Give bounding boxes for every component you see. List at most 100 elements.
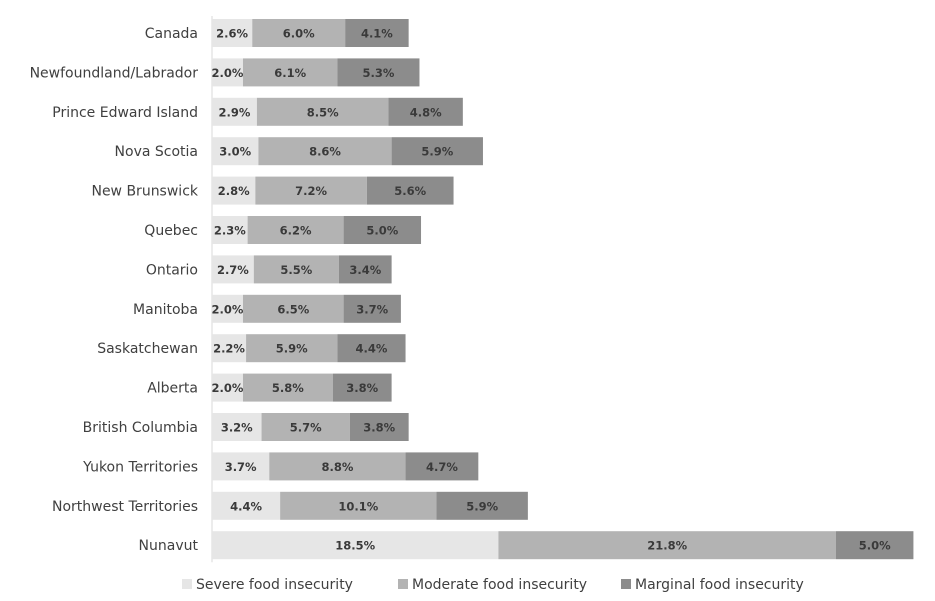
data-label-moderate-food-insecurity-prince-edward-island: 8.5% (307, 105, 339, 119)
category-label-saskatchewan: Saskatchewan (97, 341, 198, 357)
legend-swatch-severe-food-insecurity (182, 579, 192, 589)
data-label-moderate-food-insecurity-alberta: 5.8% (272, 381, 304, 395)
bar-severe-food-insecurity-manitoba (212, 294, 243, 323)
bar-severe-food-insecurity-canada (212, 19, 253, 47)
data-label-severe-food-insecurity-quebec: 2.3% (214, 224, 246, 238)
bar-marginal-food-insecurity-manitoba (343, 294, 401, 323)
category-label-quebec: Quebec (144, 223, 198, 239)
data-label-moderate-food-insecurity-newfoundland-labrador: 6.1% (274, 66, 306, 80)
category-label-newfoundland-labrador: Newfoundland/Labrador (30, 65, 199, 81)
bar-severe-food-insecurity-nunavut (212, 531, 499, 560)
data-label-marginal-food-insecurity-new-brunswick: 5.6% (394, 184, 426, 198)
data-label-severe-food-insecurity-yukon-territories: 3.7% (225, 460, 257, 474)
bar-marginal-food-insecurity-british-columbia (349, 413, 409, 441)
data-label-marginal-food-insecurity-quebec: 5.0% (366, 224, 398, 238)
bar-severe-food-insecurity-saskatchewan (212, 334, 247, 363)
data-label-marginal-food-insecurity-prince-edward-island: 4.8% (410, 105, 442, 119)
data-label-marginal-food-insecurity-northwest-territories: 5.9% (466, 499, 498, 513)
data-label-moderate-food-insecurity-canada: 6.0% (283, 27, 315, 41)
data-label-moderate-food-insecurity-yukon-territories: 8.8% (321, 460, 353, 474)
legend-item-moderate-food-insecurity: Moderate food insecurity (398, 577, 587, 593)
bar-marginal-food-insecurity-ontario (338, 255, 392, 284)
bar-severe-food-insecurity-newfoundland-labrador (212, 58, 243, 87)
bar-moderate-food-insecurity-canada (252, 19, 346, 47)
bar-marginal-food-insecurity-canada (345, 19, 409, 47)
bar-marginal-food-insecurity-new-brunswick (366, 176, 454, 205)
bar-severe-food-insecurity-northwest-territories (212, 491, 281, 520)
bar-marginal-food-insecurity-nunavut (836, 531, 914, 560)
data-label-severe-food-insecurity-alberta: 2.0% (212, 381, 244, 395)
bar-moderate-food-insecurity-newfoundland-labrador (242, 58, 338, 87)
bar-severe-food-insecurity-yukon-territories (212, 452, 270, 481)
data-label-severe-food-insecurity-ontario: 2.7% (217, 263, 249, 277)
bar-severe-food-insecurity-nova-scotia (212, 137, 259, 166)
bar-marginal-food-insecurity-yukon-territories (405, 452, 479, 481)
data-label-moderate-food-insecurity-saskatchewan: 5.9% (276, 342, 308, 356)
bar-moderate-food-insecurity-nova-scotia (258, 137, 392, 166)
bar-marginal-food-insecurity-alberta (332, 373, 392, 402)
data-label-marginal-food-insecurity-alberta: 3.8% (346, 381, 378, 395)
data-label-moderate-food-insecurity-northwest-territories: 10.1% (338, 499, 378, 513)
legend-swatch-moderate-food-insecurity (398, 579, 408, 589)
legend-swatch-marginal-food-insecurity (621, 579, 631, 589)
data-label-moderate-food-insecurity-new-brunswick: 7.2% (295, 184, 327, 198)
data-label-moderate-food-insecurity-ontario: 5.5% (280, 263, 312, 277)
bar-marginal-food-insecurity-prince-edward-island (388, 97, 463, 126)
data-label-marginal-food-insecurity-nunavut: 5.0% (859, 539, 891, 553)
data-label-marginal-food-insecurity-saskatchewan: 4.4% (356, 342, 388, 356)
bar-moderate-food-insecurity-ontario (253, 255, 339, 284)
data-label-moderate-food-insecurity-nova-scotia: 8.6% (309, 145, 341, 159)
legend: Severe food insecurity Moderate food inse… (182, 577, 804, 593)
data-label-severe-food-insecurity-northwest-territories: 4.4% (230, 499, 262, 513)
data-label-moderate-food-insecurity-nunavut: 21.8% (647, 539, 687, 553)
data-label-marginal-food-insecurity-manitoba: 3.7% (356, 302, 388, 316)
bar-severe-food-insecurity-british-columbia (212, 413, 262, 441)
bar-severe-food-insecurity-prince-edward-island (212, 97, 257, 126)
data-label-severe-food-insecurity-nunavut: 18.5% (335, 539, 375, 553)
data-label-marginal-food-insecurity-canada: 4.1% (361, 27, 393, 41)
data-label-marginal-food-insecurity-british-columbia: 3.8% (363, 421, 395, 435)
bar-moderate-food-insecurity-alberta (242, 373, 333, 402)
bar-marginal-food-insecurity-nova-scotia (391, 137, 483, 166)
data-label-severe-food-insecurity-new-brunswick: 2.8% (218, 184, 250, 198)
bar-severe-food-insecurity-alberta (212, 373, 243, 402)
bar-moderate-food-insecurity-yukon-territories (269, 452, 406, 481)
category-label-ontario: Ontario (146, 262, 198, 278)
bar-severe-food-insecurity-quebec (212, 216, 248, 244)
bar-severe-food-insecurity-new-brunswick (212, 176, 256, 205)
bar-marginal-food-insecurity-northwest-territories (436, 491, 528, 520)
bar-moderate-food-insecurity-prince-edward-island (256, 97, 389, 126)
bar-moderate-food-insecurity-british-columbia (261, 413, 350, 441)
data-label-moderate-food-insecurity-manitoba: 6.5% (277, 302, 309, 316)
data-label-severe-food-insecurity-prince-edward-island: 2.9% (218, 105, 250, 119)
data-label-severe-food-insecurity-british-columbia: 3.2% (221, 421, 253, 435)
legend-label-severe-food-insecurity: Severe food insecurity (196, 577, 353, 593)
data-label-severe-food-insecurity-canada: 2.6% (216, 27, 248, 41)
legend-label-marginal-food-insecurity: Marginal food insecurity (635, 577, 804, 593)
category-label-british-columbia: British Columbia (83, 420, 198, 436)
data-label-severe-food-insecurity-saskatchewan: 2.2% (213, 342, 245, 356)
category-label-yukon-territories: Yukon Territories (82, 459, 198, 475)
category-axis: Canada Newfoundland/Labrador Prince Edward… (30, 16, 213, 563)
bar-moderate-food-insecurity-new-brunswick (255, 176, 367, 205)
bar-severe-food-insecurity-ontario (212, 255, 254, 284)
bar-moderate-food-insecurity-northwest-territories (280, 491, 437, 520)
bar-moderate-food-insecurity-manitoba (242, 294, 344, 323)
legend-label-moderate-food-insecurity: Moderate food insecurity (412, 577, 587, 593)
data-label-severe-food-insecurity-nova-scotia: 3.0% (219, 145, 251, 159)
bar-marginal-food-insecurity-newfoundland-labrador (337, 58, 420, 87)
category-label-nunavut: Nunavut (139, 538, 199, 554)
bar-marginal-food-insecurity-quebec (343, 216, 422, 244)
category-label-manitoba: Manitoba (133, 302, 198, 318)
data-label-severe-food-insecurity-manitoba: 2.0% (212, 302, 244, 316)
data-label-marginal-food-insecurity-newfoundland-labrador: 5.3% (362, 66, 394, 80)
data-label-severe-food-insecurity-newfoundland-labrador: 2.0% (212, 66, 244, 80)
legend-item-marginal-food-insecurity: Marginal food insecurity (621, 577, 804, 593)
category-label-new-brunswick: New Brunswick (91, 184, 198, 200)
legend-item-severe-food-insecurity: Severe food insecurity (182, 577, 353, 593)
data-label-moderate-food-insecurity-british-columbia: 5.7% (290, 421, 322, 435)
bars: 2.6% 6.0% 4.1% 2.0% 6.1% 5.3% 2.9% 8.5% 4.8% 3.0%… (212, 19, 914, 560)
category-label-prince-edward-island: Prince Edward Island (52, 105, 198, 121)
